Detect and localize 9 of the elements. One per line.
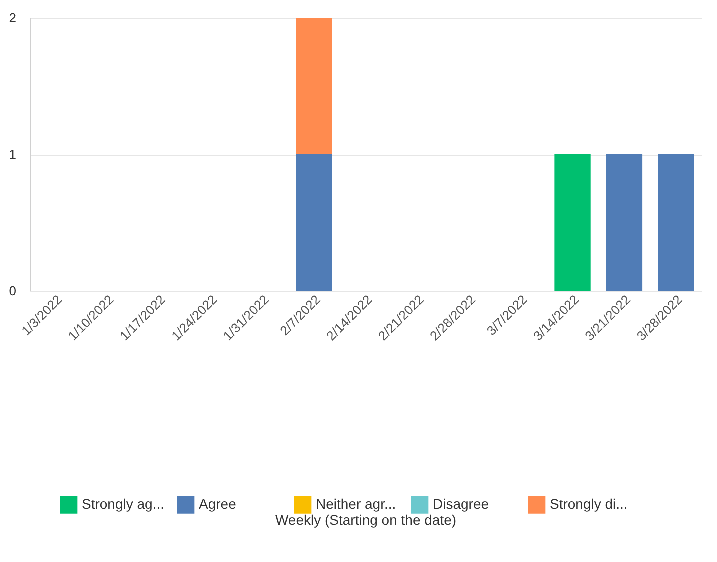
legend-label: Strongly ag... (82, 496, 164, 512)
y-tick-label: 1 (9, 147, 16, 162)
y-tick-label: 2 (9, 10, 16, 26)
legend-label: Neither agr... (316, 496, 396, 512)
legend-label: Disagree (433, 496, 490, 512)
y-tick-label: 0 (9, 284, 16, 298)
legend-label: Strongly di... (550, 496, 628, 512)
text: Weekly (Starting on the date) (275, 512, 457, 528)
legend-label: Agree (199, 496, 237, 512)
